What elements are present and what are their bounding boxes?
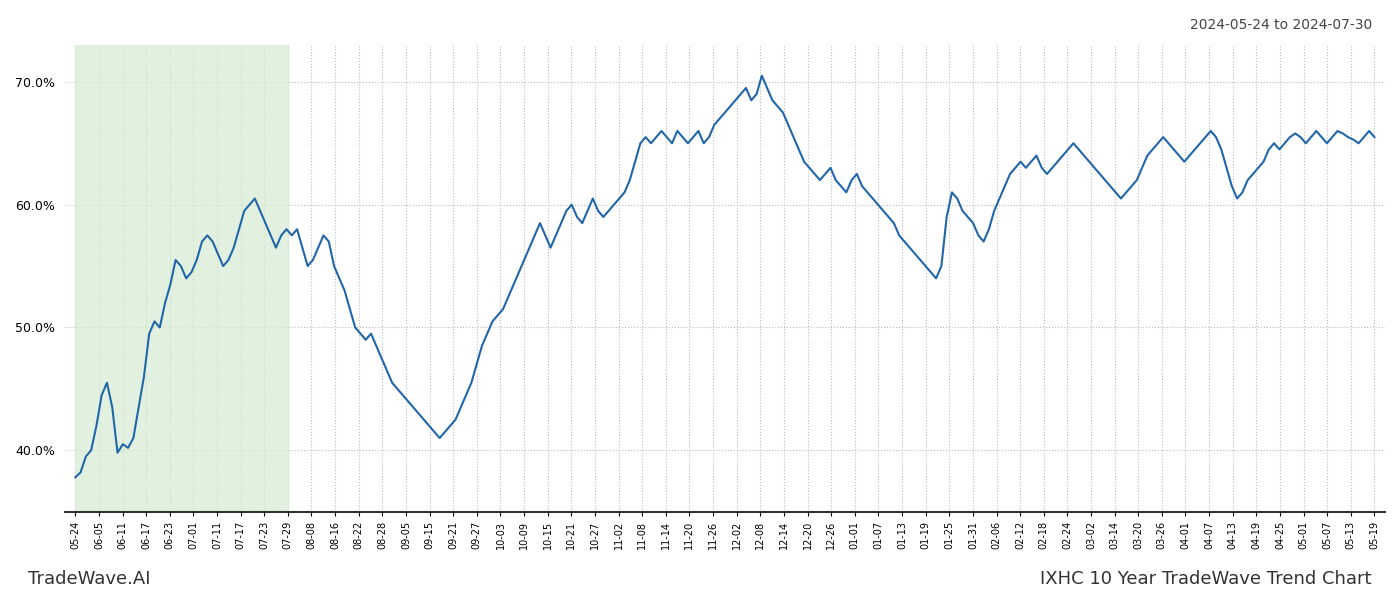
Bar [76,45,288,512]
Text: IXHC 10 Year TradeWave Trend Chart: IXHC 10 Year TradeWave Trend Chart [1040,570,1372,588]
Text: 2024-05-24 to 2024-07-30: 2024-05-24 to 2024-07-30 [1190,18,1372,32]
Text: TradeWave.AI: TradeWave.AI [28,570,151,588]
